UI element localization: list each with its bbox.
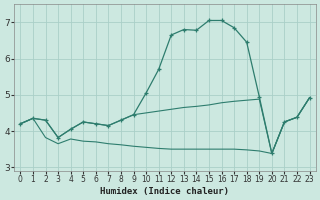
X-axis label: Humidex (Indice chaleur): Humidex (Indice chaleur)	[100, 187, 229, 196]
